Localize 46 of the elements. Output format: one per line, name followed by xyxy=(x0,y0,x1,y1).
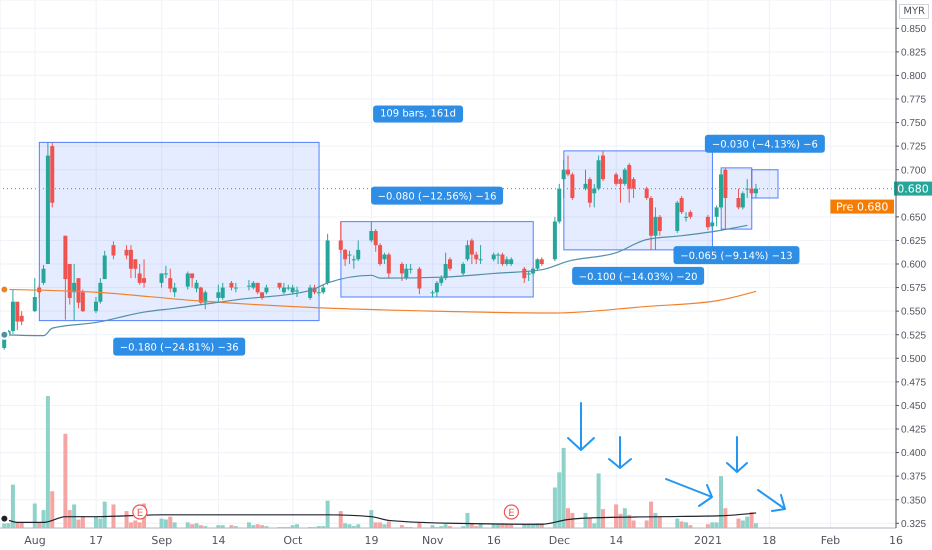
ref-line-label: 0.680 xyxy=(897,182,929,196)
x-tick-label: 17 xyxy=(89,534,104,547)
band-label: −0.180 (−24.81%) −36 xyxy=(120,342,239,354)
y-tick-label: 0.650 xyxy=(901,212,926,224)
y-tick-label: 0.850 xyxy=(901,24,926,35)
x-tick-label: Nov xyxy=(422,534,444,547)
ref-line-label: Pre 0.680 xyxy=(836,200,888,214)
y-tick-label: 0.375 xyxy=(901,472,926,483)
y-tick-label: 0.500 xyxy=(901,354,926,365)
band-label: −0.065 (−9.14%) −13 xyxy=(680,251,793,262)
y-tick-label: 0.750 xyxy=(901,118,926,130)
y-tick-label: 0.825 xyxy=(901,47,926,58)
y-tick-label: 0.700 xyxy=(901,165,926,176)
y-tick-label: 0.625 xyxy=(901,236,926,247)
x-tick-label: 16 xyxy=(486,534,501,547)
x-tick-label: Feb xyxy=(820,534,840,547)
y-tick-label: 0.475 xyxy=(901,377,926,388)
x-tick-label: 2021 xyxy=(694,534,722,547)
band-label: −0.080 (−12.56%) −16 xyxy=(378,192,496,203)
y-tick-label: 0.325 xyxy=(901,518,926,530)
x-tick-label: Oct xyxy=(283,534,304,547)
x-tick-label: Dec xyxy=(548,534,570,547)
annotation: 109 bars, 161d xyxy=(373,106,463,122)
y-tick-label: 0.425 xyxy=(901,424,926,436)
y-tick-label: 0.550 xyxy=(901,306,926,318)
y-tick-label: 0.575 xyxy=(901,283,926,294)
y-tick-label: 0.450 xyxy=(901,400,926,412)
x-tick-label: 18 xyxy=(762,534,776,547)
x-tick-label: Sep xyxy=(151,534,172,547)
band-label: −0.030 (−4.13%) −6 xyxy=(712,140,818,151)
x-tick-label: 16 xyxy=(889,534,903,547)
y-tick-label: 0.350 xyxy=(901,495,926,506)
band-label: −0.100 (−14.03%) −20 xyxy=(578,272,698,283)
x-tick-label: 14 xyxy=(212,534,226,547)
y-axis-title: MYR xyxy=(899,4,929,19)
y-tick-label: 0.525 xyxy=(901,330,926,342)
y-tick-label: 0.725 xyxy=(901,142,926,153)
annotation: E xyxy=(508,508,515,519)
y-tick-label: 0.400 xyxy=(901,448,926,460)
y-tick-label: 0.600 xyxy=(901,260,926,271)
y-tick-label: 0.775 xyxy=(901,94,926,106)
annotation: E xyxy=(136,508,144,519)
x-tick-label: Aug xyxy=(24,534,46,547)
y-tick-label: 0.800 xyxy=(901,70,926,82)
x-tick-label: 19 xyxy=(364,534,379,547)
x-tick-label: 14 xyxy=(609,534,624,547)
